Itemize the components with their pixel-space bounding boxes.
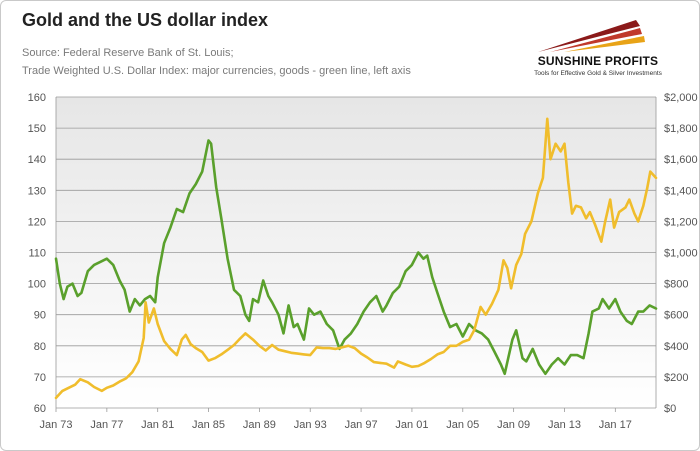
grid-lines: [55, 96, 657, 409]
x-tick-label: Jan 13: [548, 419, 581, 431]
left-tick-label: 90: [34, 310, 46, 322]
left-tick-label: 130: [28, 185, 46, 197]
x-tick-label: Jan 73: [39, 419, 72, 431]
right-tick-label: $600: [664, 310, 688, 322]
right-tick-label: $0: [664, 403, 676, 415]
right-axis-ticks: $0 $200 $400 $600 $800 $1,000 $1,200 $1,400 $1,6…: [664, 92, 698, 415]
right-tick-label: $1,400: [664, 185, 698, 197]
x-tick-label: Jan 05: [446, 419, 479, 431]
sunshine-profits-logo: SUNSHINE PROFITS Tools for Effective Gol…: [508, 14, 688, 84]
x-tick-label: Jan 93: [294, 419, 327, 431]
right-tick-label: $1,600: [664, 154, 698, 166]
x-tick-label: Jan 85: [192, 419, 225, 431]
left-tick-label: 110: [28, 248, 46, 260]
right-tick-label: $1,200: [664, 216, 698, 228]
x-tick-label: Jan 81: [141, 419, 174, 431]
x-tick-label: Jan 09: [497, 419, 530, 431]
left-tick-label: 70: [34, 372, 46, 384]
right-tick-label: $1,800: [664, 123, 698, 135]
x-tick-label: Jan 77: [90, 419, 123, 431]
logo-name: SUNSHINE PROFITS: [537, 54, 659, 68]
x-tick-label: Jan 89: [243, 419, 276, 431]
logo-sun-rays-icon: [538, 20, 645, 52]
source-line-1: Source: Federal Reserve Bank of St. Loui…: [22, 47, 234, 59]
left-tick-label: 160: [28, 92, 46, 104]
left-tick-label: 150: [28, 123, 46, 135]
right-tick-label: $800: [664, 279, 688, 291]
series-lines: [54, 117, 658, 400]
right-tick-label: $200: [664, 372, 688, 384]
chart-title: Gold and the US dollar index: [22, 10, 269, 30]
source-line-2: Trade Weighted U.S. Dollar Index: major …: [22, 65, 411, 77]
x-tick-label: Jan 17: [599, 419, 632, 431]
left-tick-label: 60: [34, 403, 46, 415]
x-tick-label: Jan 01: [395, 419, 428, 431]
right-tick-label: $400: [664, 341, 688, 353]
right-tick-label: $1,000: [664, 248, 698, 260]
chart-source: Source: Federal Reserve Bank of St. Loui…: [22, 44, 411, 80]
left-tick-label: 120: [28, 216, 46, 228]
series-line-gold: [54, 117, 658, 400]
left-tick-label: 80: [34, 341, 46, 353]
left-tick-label: 100: [28, 279, 46, 291]
right-tick-label: $2,000: [664, 92, 698, 104]
logo-tagline: Tools for Effective Gold & Silver Invest…: [534, 70, 662, 77]
x-tick-label: Jan 97: [345, 419, 378, 431]
x-axis-ticks: Jan 73 Jan 77 Jan 81 Jan 85 Jan 89 Jan 93 Jan …: [39, 408, 632, 431]
series-line-dollar-index: [54, 139, 658, 376]
left-axis-ticks: 60 70 80 90 100 110 120 130 140 150 160: [28, 92, 46, 415]
left-tick-label: 140: [28, 154, 46, 166]
